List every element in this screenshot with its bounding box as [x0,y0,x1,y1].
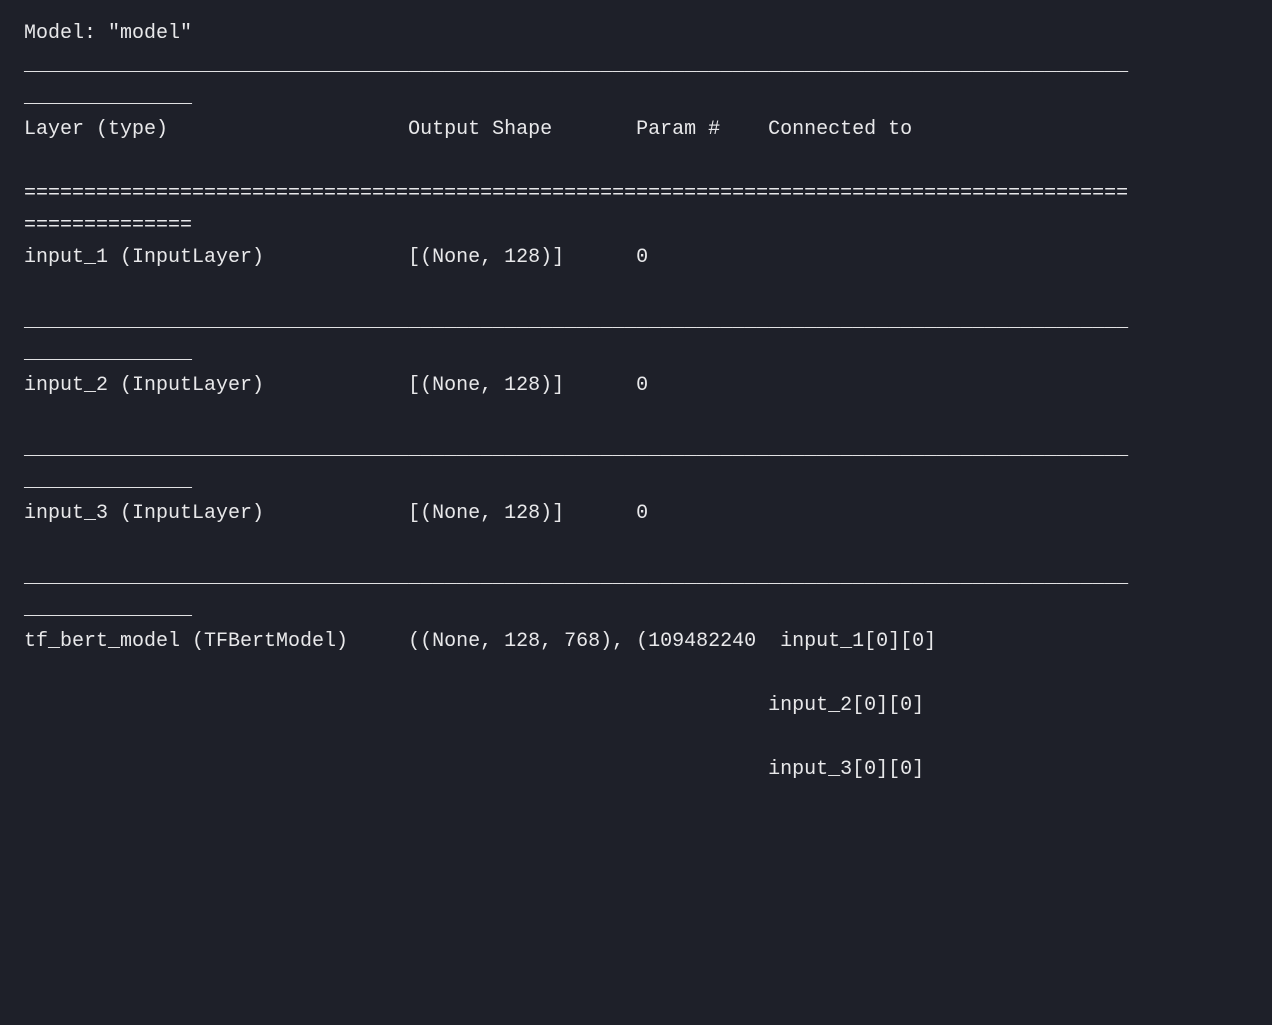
output-line [24,274,1248,306]
output-line: tf_bert_model (TFBertModel) ((None, 128,… [24,626,1248,658]
output-line: input_2 (InputLayer) [(None, 128)] 0 [24,370,1248,402]
output-line: Model: "model" [24,18,1248,50]
output-line: Layer (type) Output Shape Param # Connec… [24,114,1248,146]
output-line: ______________ [24,594,1248,626]
output-line [24,658,1248,690]
output-line: input_1 (InputLayer) [(None, 128)] 0 [24,242,1248,274]
output-line: input_2[0][0] [24,690,1248,722]
output-line: ______________ [24,338,1248,370]
output-line: ============== [24,210,1248,242]
output-line: ________________________________________… [24,306,1248,338]
output-line [24,530,1248,562]
output-line: ______________ [24,466,1248,498]
output-line: ______________ [24,82,1248,114]
output-line: ________________________________________… [24,434,1248,466]
output-line [24,402,1248,434]
output-line [24,146,1248,178]
output-line [24,722,1248,754]
output-line: input_3 (InputLayer) [(None, 128)] 0 [24,498,1248,530]
output-line: ________________________________________… [24,562,1248,594]
output-line: input_3[0][0] [24,754,1248,786]
output-line: ________________________________________… [24,50,1248,82]
output-line: ========================================… [24,178,1248,210]
model-summary-output: Model: "model"__________________________… [0,0,1272,804]
